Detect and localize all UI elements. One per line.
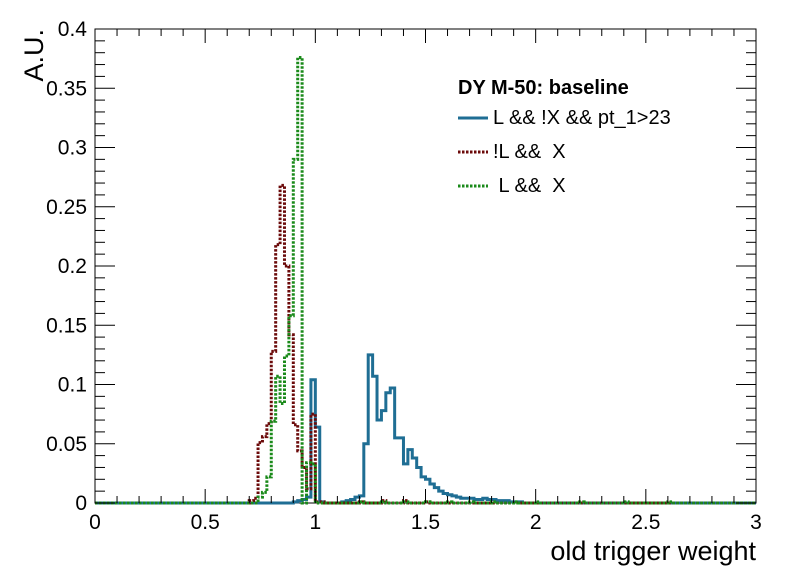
x-tick-label: 2 bbox=[530, 511, 542, 534]
x-tick-label: 1.5 bbox=[411, 511, 440, 534]
x-tick-label: 1 bbox=[309, 511, 321, 534]
x-tick-label: 2.5 bbox=[631, 511, 660, 534]
y-tick-label: 0.15 bbox=[46, 314, 87, 337]
y-tick-label: 0.3 bbox=[58, 137, 87, 160]
legend: DY M-50: baseline L && !X && pt_1>23 !L &… bbox=[458, 77, 671, 197]
series-line-2 bbox=[95, 183, 756, 505]
y-tick-label: 0.1 bbox=[58, 374, 87, 397]
y-tick-label: 0.35 bbox=[46, 77, 87, 100]
x-axis-label: old trigger weight bbox=[550, 536, 756, 566]
y-axis-label: A.U. bbox=[19, 29, 49, 82]
legend-label-3: L && X bbox=[493, 175, 566, 197]
series-line-1 bbox=[95, 353, 756, 505]
plot-frame bbox=[94, 28, 757, 504]
x-tick-label: 3 bbox=[750, 511, 762, 534]
x-tick-label: 0.5 bbox=[191, 511, 220, 534]
y-tick-label: 0.4 bbox=[58, 18, 88, 41]
legend-label-2: !L && X bbox=[493, 141, 566, 163]
axis-layer: 0 0.5 1 1.5 2 2.5 3 0 0.05 0.1 0.15 0.2 0.25 0.3 0.35 0… bbox=[46, 18, 762, 534]
y-tick-label: 0.2 bbox=[58, 255, 87, 278]
plot-frame-layer bbox=[94, 28, 757, 504]
y-tick-label: 0.05 bbox=[46, 433, 87, 456]
legend-header: DY M-50: baseline bbox=[458, 77, 629, 99]
legend-label-1: L && !X && pt_1>23 bbox=[493, 107, 671, 129]
x-tick-label: 0 bbox=[89, 511, 101, 534]
y-tick-label: 0 bbox=[75, 492, 87, 515]
y-tick-label: 0.25 bbox=[46, 196, 87, 219]
